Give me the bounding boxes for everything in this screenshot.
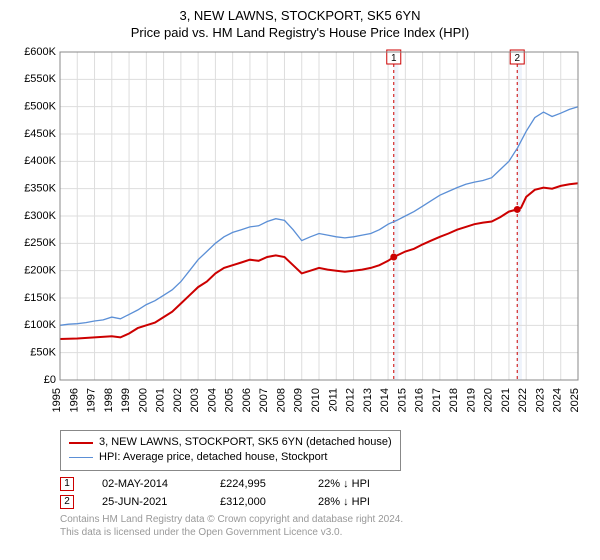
marker-badge-label: 2: [514, 53, 520, 64]
x-axis-label: 1999: [120, 388, 132, 412]
marker-badge: 2: [60, 495, 74, 509]
marker-date: 02-MAY-2014: [102, 478, 192, 490]
x-axis-label: 1995: [51, 388, 63, 412]
x-axis-label: 2001: [155, 388, 167, 412]
marker-table: 1 02-MAY-2014 £224,995 22% ↓ HPI 2 25-JUN-202…: [60, 477, 586, 509]
x-axis-label: 2008: [275, 388, 287, 412]
x-axis-label: 2006: [241, 388, 253, 412]
y-axis-label: £600K: [24, 46, 56, 58]
y-axis-label: £550K: [24, 73, 56, 85]
x-axis-label: 2016: [414, 388, 426, 412]
x-axis-label: 2015: [396, 388, 408, 412]
x-axis-label: 2012: [345, 388, 357, 412]
data-point-marker: [390, 253, 397, 260]
legend-swatch: [69, 442, 93, 444]
line-chart-svg: £0 £50K £100K £150K £200K £250K £300K £350K £400…: [14, 46, 586, 426]
x-axis-label: 2018: [448, 388, 460, 412]
marker-badge: 1: [60, 477, 74, 491]
marker-price: £224,995: [220, 478, 290, 490]
marker-badge-label: 1: [391, 53, 397, 64]
x-axis-label: 2007: [258, 388, 270, 412]
footer-line: Contains HM Land Registry data © Crown c…: [60, 513, 586, 526]
legend-swatch: [69, 457, 93, 458]
legend-row: 3, NEW LAWNS, STOCKPORT, SK5 6YN (detach…: [69, 435, 392, 450]
x-axis-label: 2002: [172, 388, 184, 412]
x-axis-label: 2023: [534, 388, 546, 412]
marker-row: 1 02-MAY-2014 £224,995 22% ↓ HPI: [60, 477, 586, 491]
y-axis-label: £200K: [24, 264, 56, 276]
marker-price: £312,000: [220, 496, 290, 508]
x-axis-label: 2011: [327, 388, 339, 412]
x-axis-label: 2020: [483, 388, 495, 412]
footer-line: This data is licensed under the Open Gov…: [60, 526, 586, 539]
x-axis-label: 2024: [552, 388, 564, 412]
x-axis-label: 2013: [362, 388, 374, 412]
y-axis-label: £400K: [24, 155, 56, 167]
x-axis-label: 2017: [431, 388, 443, 412]
legend-row: HPI: Average price, detached house, Stoc…: [69, 450, 392, 465]
y-axis-label: £450K: [24, 128, 56, 140]
y-axis-label: £100K: [24, 319, 56, 331]
x-axis-label: 2021: [500, 388, 512, 412]
y-axis-label: £500K: [24, 100, 56, 112]
y-axis-label: £350K: [24, 182, 56, 194]
x-axis-label: 2009: [293, 388, 305, 412]
x-axis-label: 2003: [189, 388, 201, 412]
marker-pct: 22% ↓ HPI: [318, 478, 408, 490]
data-point-marker: [514, 206, 521, 213]
x-axis-label: 1998: [103, 388, 115, 412]
y-axis-label: £0: [44, 374, 56, 386]
x-axis-label: 2000: [137, 388, 149, 412]
x-axis-label: 2022: [517, 388, 529, 412]
chart-title: 3, NEW LAWNS, STOCKPORT, SK5 6YN: [14, 8, 586, 25]
chart-footer: Contains HM Land Registry data © Crown c…: [60, 513, 586, 539]
y-axis-label: £50K: [30, 346, 56, 358]
chart-container: 3, NEW LAWNS, STOCKPORT, SK5 6YN Price p…: [0, 0, 600, 560]
x-axis-label: 2010: [310, 388, 322, 412]
x-axis-label: 2014: [379, 388, 391, 412]
legend: 3, NEW LAWNS, STOCKPORT, SK5 6YN (detach…: [60, 430, 401, 471]
x-axis-label: 1997: [86, 388, 98, 412]
x-axis-label: 2019: [465, 388, 477, 412]
chart-subtitle: Price paid vs. HM Land Registry's House …: [14, 25, 586, 40]
x-axis-label: 2025: [569, 388, 581, 412]
marker-pct: 28% ↓ HPI: [318, 496, 408, 508]
x-axis-label: 2004: [206, 388, 218, 412]
legend-label: HPI: Average price, detached house, Stoc…: [99, 450, 328, 465]
x-axis-label: 2005: [224, 388, 236, 412]
x-axis-label: 1996: [68, 388, 80, 412]
marker-row: 2 25-JUN-2021 £312,000 28% ↓ HPI: [60, 495, 586, 509]
chart-area: £0 £50K £100K £150K £200K £250K £300K £350K £400…: [14, 46, 586, 426]
y-axis-label: £150K: [24, 292, 56, 304]
y-axis-label: £250K: [24, 237, 56, 249]
y-axis-label: £300K: [24, 210, 56, 222]
marker-date: 25-JUN-2021: [102, 496, 192, 508]
legend-label: 3, NEW LAWNS, STOCKPORT, SK5 6YN (detach…: [99, 435, 392, 450]
